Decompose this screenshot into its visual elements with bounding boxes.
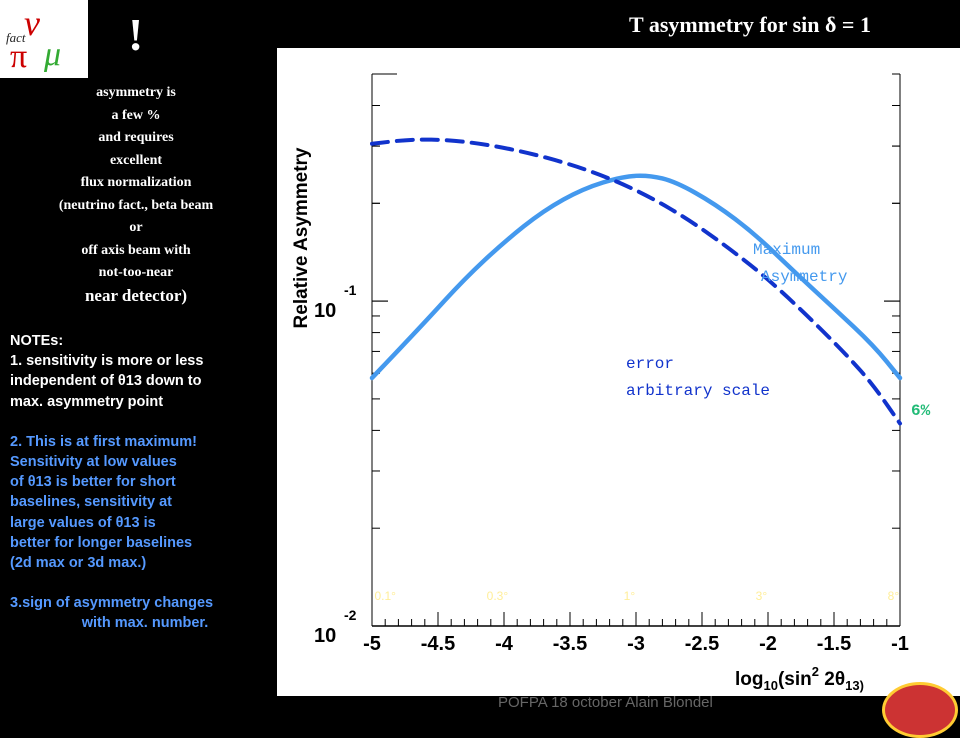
x-label-sin: (sin xyxy=(778,669,812,690)
annotation-error: error xyxy=(626,355,674,373)
y-tick-label-base: 10 xyxy=(314,625,336,647)
remark-line: and requires xyxy=(98,130,174,145)
x-tick-label: -4 xyxy=(495,633,514,655)
notes-block: NOTEs: 1. sensitivity is more or less in… xyxy=(10,331,280,634)
max-asymmetry-series-line xyxy=(369,173,903,381)
remark-line: flux normalization xyxy=(80,175,192,190)
x-tick-label: -3 xyxy=(627,633,645,655)
y-axis-label: Relative Asymmetry xyxy=(291,147,312,328)
angle-label: 3° xyxy=(756,589,768,603)
remark-line: excellent xyxy=(109,152,163,168)
x-tick-label: -1 xyxy=(891,633,909,655)
x-tick-label: -1.5 xyxy=(817,633,851,655)
x-tick-label: -5 xyxy=(363,633,381,655)
angle-label: 1° xyxy=(624,589,636,603)
slide-title: T asymmetry for sin δ = 1 xyxy=(629,12,871,37)
x-label-sub: 10 xyxy=(764,678,778,693)
annotation-maximum: Maximum xyxy=(753,241,820,259)
logo-pi-glyph: π xyxy=(10,38,28,75)
x-tick-label: -3.5 xyxy=(553,633,587,655)
remark-line: off axis beam with xyxy=(81,242,191,258)
note-2-line: large values of θ13 is xyxy=(10,514,156,531)
factnu-logo: fact ν π μ xyxy=(0,0,88,78)
annotation-6-percent: 6% xyxy=(911,402,931,420)
logo-mu-glyph: μ xyxy=(44,36,62,73)
logo-fact-text: fact xyxy=(6,30,26,45)
x-label-rest: 2θ xyxy=(819,669,845,690)
note-2-line: of θ13 is better for short xyxy=(10,474,176,491)
note-2-line: Sensitivity at low values xyxy=(10,454,177,471)
remark-line: (neutrino fact., beta beam xyxy=(58,197,214,213)
x-tick-label: -2 xyxy=(759,633,777,655)
notes-heading: NOTEs: xyxy=(10,333,64,349)
note-3-line: 3.sign of asymmetry changes xyxy=(10,595,214,612)
note-2-line: 2. This is at first maximum! xyxy=(10,433,197,450)
y-tick-label-exp: -2 xyxy=(344,607,357,623)
annotation-arbitrary-scale: arbitrary scale xyxy=(626,382,770,400)
note-2-line: baselines, sensitivity at xyxy=(10,494,172,511)
angle-label: 0.3° xyxy=(487,589,509,603)
x-label-log: log xyxy=(735,669,764,690)
angle-label: 8° xyxy=(888,589,900,603)
note-2-line: better for longer baselines xyxy=(10,534,193,551)
exclamation-mark: ! xyxy=(128,9,144,60)
university-seal-icon xyxy=(882,682,958,738)
note-1-line: 1. sensitivity is more or less xyxy=(10,353,204,370)
y-tick-label-exp: -1 xyxy=(344,282,357,298)
x-tick-label: -4.5 xyxy=(421,633,455,655)
x-label-sub2: 13) xyxy=(845,678,864,693)
remark-line: not-too-near xyxy=(98,265,174,280)
annotation-asymmetry: Asymmetry xyxy=(761,268,848,286)
note-3-line: with max. number. xyxy=(81,615,209,632)
x-axis-label: log10(sin2 2θ13) xyxy=(735,664,864,693)
asymmetry-chart: Relative Asymmetry Maximum Asymmetry err… xyxy=(291,73,931,693)
footer-credit: POFPA 18 october Alain Blondel xyxy=(498,694,713,711)
note-1-line: independent of θ13 down to xyxy=(10,373,202,390)
asymmetry-remarks: asymmetry is a few % and requires excell… xyxy=(0,82,272,307)
error-series-line xyxy=(370,137,902,426)
x-label-sup: 2 xyxy=(812,664,819,679)
remark-line: a few % xyxy=(111,107,161,123)
chart-panel: Relative Asymmetry Maximum Asymmetry err… xyxy=(277,48,960,696)
note-1-line: max. asymmetry point xyxy=(10,393,164,410)
remark-line: asymmetry is xyxy=(96,85,176,100)
remark-line: or xyxy=(129,220,143,235)
angle-label: 0.1° xyxy=(374,589,396,603)
y-tick-label-base: 10 xyxy=(314,300,336,322)
x-tick-label: -2.5 xyxy=(685,633,719,655)
logo-nu-glyph: ν xyxy=(24,3,40,43)
remark-line: near detector) xyxy=(84,285,188,305)
note-2-line: (2d max or 3d max.) xyxy=(10,555,147,572)
